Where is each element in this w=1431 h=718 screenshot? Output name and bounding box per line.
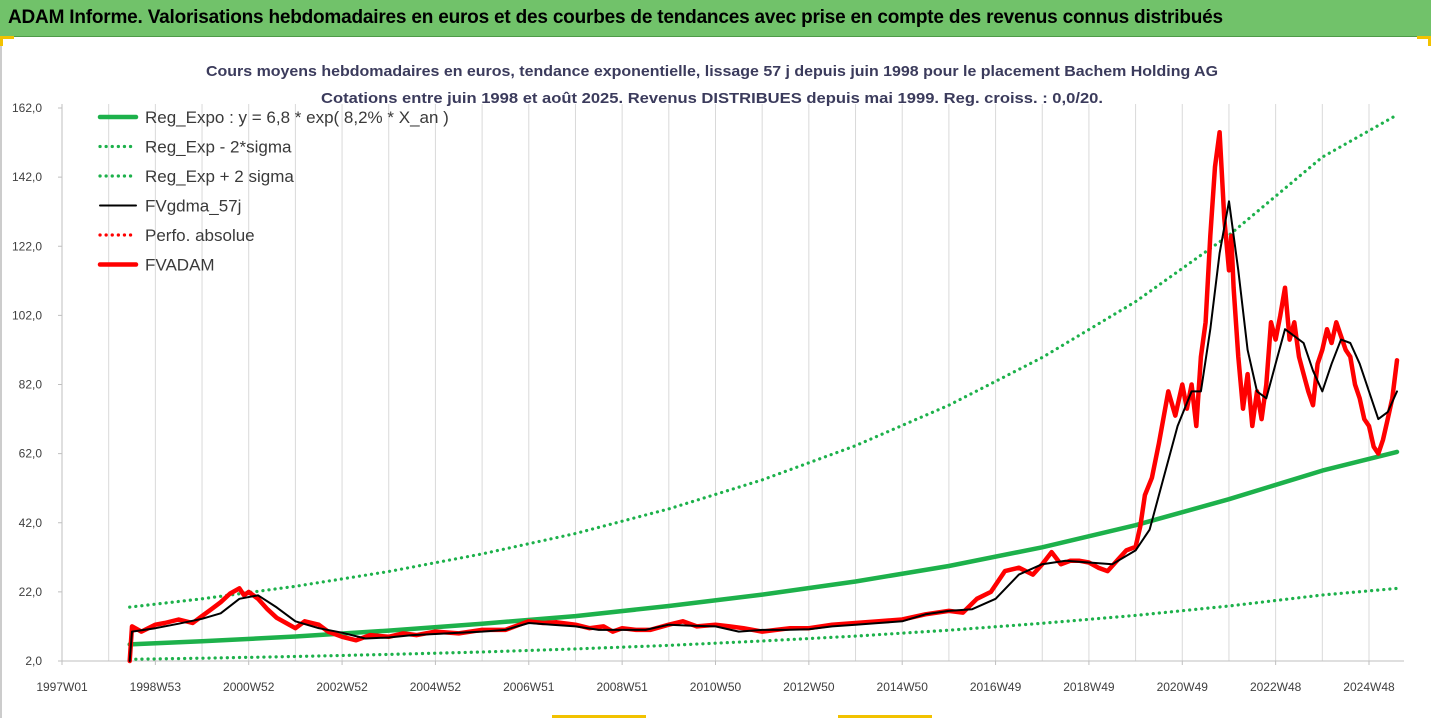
series-line-1 [128, 586, 1399, 661]
report-banner: ADAM Informe. Valorisations hebdomadaire… [0, 0, 1431, 37]
chart-canvas: Cours moyens hebdomadaires en euros, ten… [0, 37, 1431, 718]
x-tick-label: 1998W53 [130, 680, 182, 694]
x-tick-label: 2024W48 [1343, 680, 1395, 694]
y-tick-label: 2,0 [25, 654, 42, 668]
corner-mark-top-left-v [0, 36, 3, 46]
y-tick-label: 142,0 [12, 170, 42, 184]
legend-label: FVADAM [145, 256, 215, 275]
y-tick-label: 42,0 [19, 516, 43, 530]
corner-mark-top-left [0, 36, 14, 39]
y-tick-label: 102,0 [12, 308, 42, 322]
x-tick-label: 2014W50 [877, 680, 929, 694]
bottom-mark-2 [838, 715, 932, 718]
legend: Reg_Expo : y = 6,8 * exp( 8,2% * X_an ) R… [97, 108, 449, 275]
x-tick-label: 2000W52 [223, 680, 275, 694]
axes: 2,0 22,0 42,0 62,0 82,0 102,0 122,0 142,0 162,0 1… [12, 101, 1404, 694]
y-tick-label: 162,0 [12, 101, 42, 115]
series-line-3 [128, 200, 1398, 662]
x-tick-label: 2006W51 [503, 680, 555, 694]
x-tick-label: 2002W52 [316, 680, 368, 694]
x-tick-label: 1997W01 [36, 680, 88, 694]
x-tick-label: 2004W52 [410, 680, 462, 694]
series-line-0 [127, 449, 1400, 647]
corner-mark-top-right [1417, 36, 1431, 39]
legend-label: Perfo. absolue [145, 226, 255, 245]
legend-label: FVgdma_57j [145, 197, 241, 216]
report-banner-title: ADAM Informe. Valorisations hebdomadaire… [8, 7, 1223, 28]
y-tick-label: 62,0 [19, 447, 43, 461]
series-lines [127, 113, 1400, 664]
legend-label: Reg_Exp - 2*sigma [145, 138, 292, 157]
x-tick-label: 2022W48 [1250, 680, 1302, 694]
y-tick-label: 82,0 [19, 378, 43, 392]
y-tick-label: 122,0 [12, 239, 42, 253]
corner-mark-top-right-v [1428, 36, 1431, 46]
x-tick-label: 2016W49 [970, 680, 1022, 694]
x-tick-label: 2008W51 [596, 680, 648, 694]
legend-label: Reg_Exp + 2 sigma [145, 167, 294, 186]
chart-title: Cours moyens hebdomadaires en euros, ten… [206, 63, 1218, 80]
chart-subtitle: Cotations entre juin 1998 et août 2025. … [321, 90, 1103, 107]
x-tick-label: 2018W49 [1063, 680, 1115, 694]
x-tick-label: 2012W50 [783, 680, 835, 694]
series-line-5 [127, 129, 1400, 664]
x-tick-label: 2020W49 [1157, 680, 1209, 694]
bottom-mark-1 [552, 715, 646, 718]
series-line-2 [128, 113, 1399, 609]
x-tick-label: 2010W50 [690, 680, 742, 694]
legend-label: Reg_Expo : y = 6,8 * exp( 8,2% * X_an ) [145, 108, 449, 127]
y-tick-label: 22,0 [19, 585, 43, 599]
